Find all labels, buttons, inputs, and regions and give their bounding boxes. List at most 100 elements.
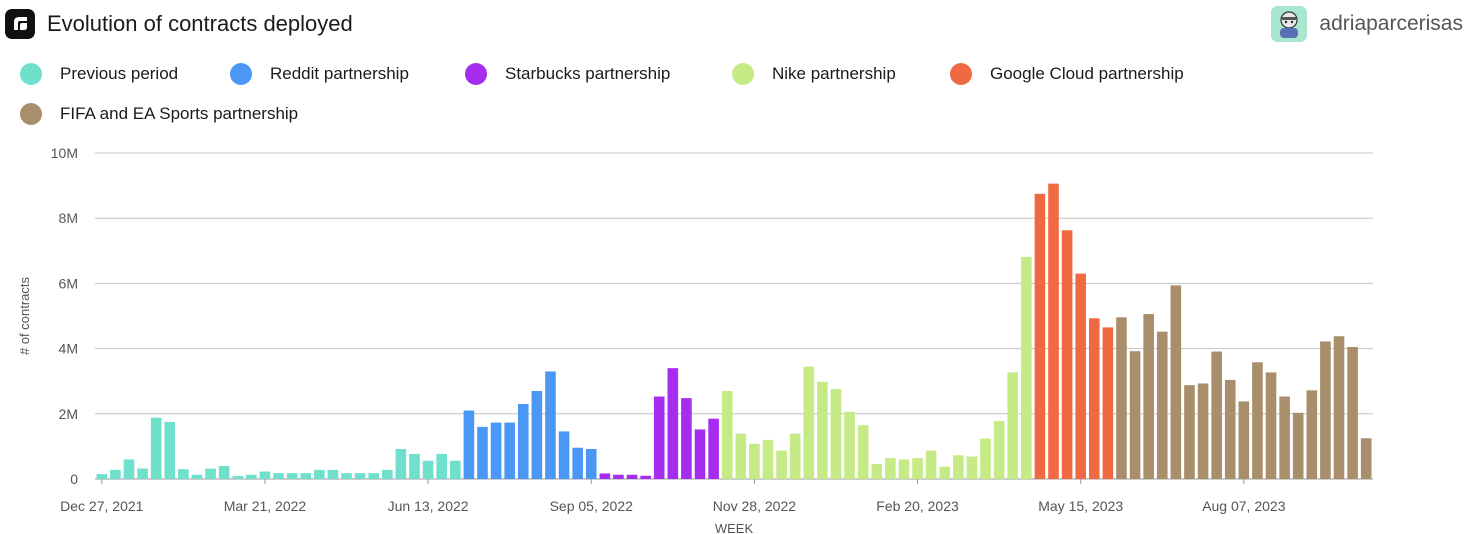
bar[interactable]	[545, 371, 556, 479]
bar[interactable]	[1061, 230, 1073, 479]
bar[interactable]	[123, 459, 135, 479]
bar[interactable]	[721, 390, 733, 479]
bar[interactable]	[749, 443, 760, 479]
bar[interactable]	[150, 417, 162, 479]
legend-item-reddit-partnership[interactable]: Reddit partnership	[230, 60, 409, 88]
bar[interactable]	[137, 468, 148, 479]
bar[interactable]	[667, 368, 679, 479]
bar[interactable]	[341, 473, 352, 479]
bar[interactable]	[939, 466, 951, 479]
bar[interactable]	[1292, 412, 1304, 479]
bar[interactable]	[681, 398, 692, 479]
bar[interactable]	[1088, 318, 1100, 479]
bar[interactable]	[1102, 327, 1114, 479]
bar[interactable]	[463, 410, 475, 479]
bar[interactable]	[1021, 256, 1032, 479]
bar[interactable]	[762, 439, 774, 479]
bar[interactable]	[613, 474, 624, 479]
bar[interactable]	[1360, 438, 1372, 479]
legend-item-starbucks-partnership[interactable]: Starbucks partnership	[465, 60, 670, 88]
bar[interactable]	[382, 469, 393, 479]
bar[interactable]	[953, 455, 964, 479]
bar[interactable]	[477, 426, 488, 479]
flipside-logo-icon[interactable]	[5, 9, 35, 39]
bar[interactable]	[817, 381, 828, 479]
bar[interactable]	[558, 431, 570, 479]
bar[interactable]	[735, 433, 747, 479]
bar[interactable]	[572, 447, 583, 479]
bar[interactable]	[599, 473, 611, 479]
bar[interactable]	[1238, 401, 1250, 479]
bar[interactable]	[354, 473, 366, 479]
bar[interactable]	[531, 390, 543, 479]
bar[interactable]	[286, 473, 298, 479]
bar[interactable]	[708, 418, 719, 479]
bar[interactable]	[830, 389, 842, 479]
bar[interactable]	[1224, 379, 1236, 479]
bar[interactable]	[925, 450, 937, 479]
bar[interactable]	[1048, 183, 1059, 479]
bar[interactable]	[1143, 314, 1154, 479]
bar[interactable]	[694, 429, 706, 479]
bar[interactable]	[436, 453, 447, 479]
bar[interactable]	[191, 474, 203, 479]
bar[interactable]	[640, 475, 651, 479]
bar[interactable]	[395, 449, 407, 479]
bar[interactable]	[1170, 285, 1182, 479]
bar[interactable]	[1075, 273, 1086, 479]
bar[interactable]	[1007, 372, 1019, 479]
bar[interactable]	[96, 474, 108, 479]
bar[interactable]	[1034, 193, 1046, 479]
legend-item-fifa-ea-sports-partnership[interactable]: FIFA and EA Sports partnership	[20, 100, 298, 128]
bar[interactable]	[110, 469, 121, 479]
bar[interactable]	[259, 471, 271, 480]
bar[interactable]	[980, 438, 991, 479]
bar[interactable]	[776, 450, 787, 479]
bar[interactable]	[1197, 383, 1209, 479]
bar[interactable]	[1265, 372, 1277, 479]
legend-item-nike-partnership[interactable]: Nike partnership	[732, 60, 896, 88]
bar[interactable]	[803, 366, 815, 479]
bar[interactable]	[232, 476, 244, 479]
bar[interactable]	[898, 459, 910, 479]
user-profile-link[interactable]: adriaparcerisas	[1271, 6, 1463, 42]
bar[interactable]	[844, 411, 855, 479]
bar[interactable]	[857, 425, 869, 479]
bar[interactable]	[1320, 341, 1331, 479]
bar[interactable]	[314, 469, 325, 479]
bar[interactable]	[1347, 346, 1358, 479]
bar[interactable]	[273, 473, 284, 479]
bar[interactable]	[1252, 362, 1263, 479]
bar[interactable]	[871, 464, 883, 479]
bar[interactable]	[300, 473, 312, 479]
bar[interactable]	[1156, 331, 1168, 479]
bar[interactable]	[178, 469, 189, 479]
bar[interactable]	[218, 465, 230, 479]
bar[interactable]	[1333, 336, 1345, 479]
bar[interactable]	[368, 473, 380, 479]
bar[interactable]	[490, 422, 502, 479]
bar[interactable]	[1211, 351, 1222, 479]
bar[interactable]	[1129, 351, 1141, 479]
bar[interactable]	[504, 422, 515, 479]
legend-item-google-cloud-partnership[interactable]: Google Cloud partnership	[950, 60, 1184, 88]
bar[interactable]	[1184, 385, 1195, 479]
bar[interactable]	[327, 469, 339, 479]
bar[interactable]	[422, 460, 434, 479]
bar[interactable]	[164, 421, 176, 479]
bar[interactable]	[1116, 317, 1127, 479]
bar[interactable]	[966, 456, 978, 479]
bar[interactable]	[409, 453, 420, 479]
legend-item-previous-period[interactable]: Previous period	[20, 60, 178, 88]
bar[interactable]	[246, 474, 257, 479]
bar[interactable]	[789, 433, 801, 479]
bar[interactable]	[1279, 396, 1290, 479]
bar[interactable]	[449, 460, 461, 479]
bar[interactable]	[912, 458, 923, 479]
bar[interactable]	[653, 396, 665, 479]
bar[interactable]	[1306, 390, 1318, 479]
bar[interactable]	[205, 468, 216, 479]
bar[interactable]	[885, 458, 896, 479]
bar[interactable]	[626, 474, 638, 479]
bar[interactable]	[993, 420, 1005, 479]
